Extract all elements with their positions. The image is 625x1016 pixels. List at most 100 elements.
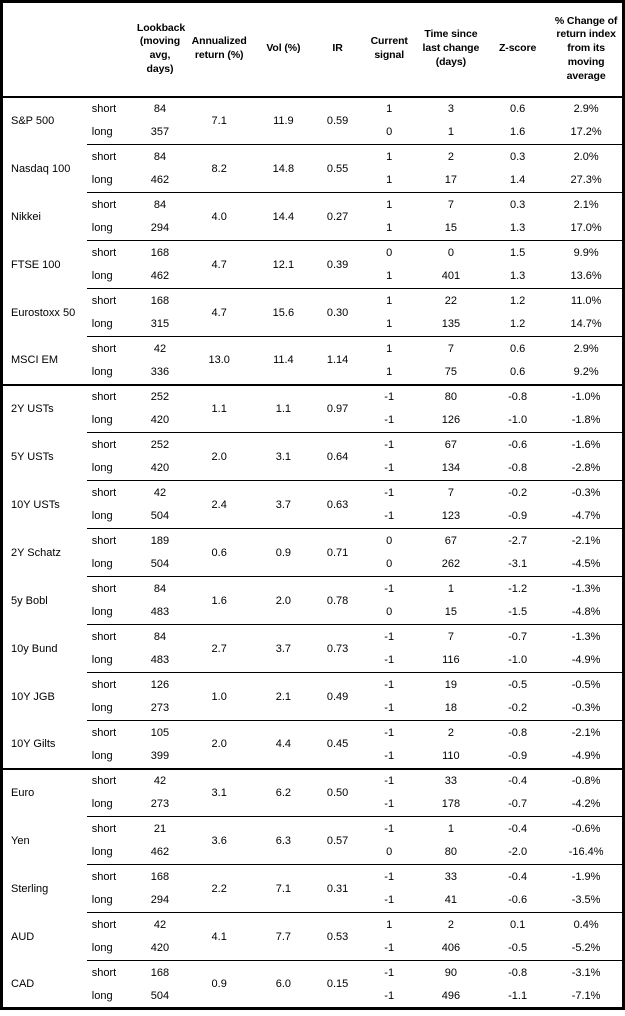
lookback-value: 462 xyxy=(134,168,186,193)
annualized-return-value: 2.2 xyxy=(185,864,254,913)
current-signal-value: -1 xyxy=(384,678,395,691)
ir-value: 0.78 xyxy=(313,576,362,625)
time-since-value: 33 xyxy=(444,870,458,883)
current-signal-value: 1 xyxy=(361,360,417,386)
pct-change-value: 27.3% xyxy=(550,168,624,193)
lookback-value: 420 xyxy=(134,456,186,481)
annualized-return-value: 1.0 xyxy=(185,672,254,721)
header-current-signal: Current signal xyxy=(370,35,408,62)
asset-name: Nikkei xyxy=(11,210,41,223)
period-label: long xyxy=(86,600,135,625)
period-label: short xyxy=(91,582,117,595)
current-signal-value: -1 xyxy=(384,870,395,883)
asset-name: Sterling xyxy=(11,882,49,895)
z-score-value: -0.8 xyxy=(508,966,528,979)
ir-value: 0.27 xyxy=(313,192,362,241)
ir-value: 0.49 xyxy=(313,672,362,721)
period-label: long xyxy=(86,360,135,386)
current-signal-value: -1 xyxy=(384,775,395,787)
ir-value: 0.39 xyxy=(313,240,362,289)
current-signal-value: 1 xyxy=(386,150,393,163)
current-signal-value: 1 xyxy=(386,198,393,211)
z-score-value: -0.2 xyxy=(485,696,551,721)
header-asset-blank xyxy=(2,2,87,97)
asset-name: 2Y USTs xyxy=(11,403,54,415)
annualized-return-value: 1.6 xyxy=(185,576,254,625)
pct-change-value: -7.1% xyxy=(550,984,624,1009)
asset-name: MSCI EM xyxy=(1,336,87,386)
current-signal-value: -1 xyxy=(361,792,417,817)
vol-value: 6.3 xyxy=(253,816,314,865)
ir-value: 0.15 xyxy=(313,960,362,1009)
pct-change-value: 14.7% xyxy=(550,312,624,337)
z-score-value: -0.4 xyxy=(508,870,528,883)
z-score-value: 1.2 xyxy=(509,294,526,307)
table-row: long 483 -1 116 -1.0 -4.9% xyxy=(2,648,624,673)
time-since-value: 262 xyxy=(416,552,485,577)
period-label: long xyxy=(86,264,135,289)
time-since-value: 15 xyxy=(416,600,485,625)
z-score-value: 1.4 xyxy=(485,168,551,193)
pct-change-value: -4.5% xyxy=(550,552,624,577)
lookback-value: 168 xyxy=(150,246,170,259)
lookback-value: 21 xyxy=(153,822,167,835)
lookback-value: 315 xyxy=(134,312,186,337)
lookback-value: 462 xyxy=(134,840,186,865)
annualized-return-value: 2.0 xyxy=(185,720,254,770)
table-row: S&P 500 short 84 7.1 11.9 0.59 1 3 0.6 2… xyxy=(2,96,624,145)
asset-group: Euro short 42 3.1 6.2 0.50 -1 33 -0.4 -0… xyxy=(2,768,624,817)
period-label: long xyxy=(86,408,135,433)
lookback-value: 168 xyxy=(150,294,170,307)
time-since-value: 135 xyxy=(416,312,485,337)
z-score-value: 0.6 xyxy=(485,360,551,386)
pct-change-value: 9.2% xyxy=(550,360,624,386)
annualized-return-value: 7.1 xyxy=(185,96,254,145)
annualized-return-value: 2.7 xyxy=(185,624,254,673)
asset-name: Yen xyxy=(11,834,30,847)
period-label: short xyxy=(91,150,117,163)
current-signal-value: -1 xyxy=(361,456,417,481)
current-signal-value: -1 xyxy=(361,648,417,673)
current-signal-value: 0 xyxy=(361,120,417,145)
period-label: long xyxy=(86,840,135,865)
period-label: long xyxy=(86,216,135,241)
pct-change-value: 2.0% xyxy=(573,150,599,163)
lookback-value: 462 xyxy=(134,264,186,289)
time-since-value: 67 xyxy=(444,534,458,547)
pct-change-value: 9.9% xyxy=(573,246,599,259)
vol-value: 3.7 xyxy=(253,624,314,673)
lookback-value: 126 xyxy=(150,678,170,691)
period-label: long xyxy=(86,696,135,721)
table-row: 2Y USTs short 252 1.1 1.1 0.97 -1 80 -0.… xyxy=(2,384,624,433)
table-row: 5y Bobl short 84 1.6 2.0 0.78 -1 1 -1.2 … xyxy=(2,576,624,625)
ir-value: 0.64 xyxy=(313,432,362,481)
current-signal-value: 0 xyxy=(361,600,417,625)
table-row: long 420 -1 126 -1.0 -1.8% xyxy=(2,408,624,433)
table-row: Nasdaq 100 short 84 8.2 14.8 0.55 1 2 0.… xyxy=(2,144,624,193)
time-since-value: 7 xyxy=(447,198,454,211)
z-score-value: -2.0 xyxy=(485,840,551,865)
lookback-value: 294 xyxy=(134,216,186,241)
asset-name: 5y Bobl xyxy=(11,594,48,607)
annualized-return-value: 1.1 xyxy=(185,384,254,433)
z-score-value: -1.5 xyxy=(485,600,551,625)
period-label: long xyxy=(86,792,135,817)
ir-value: 0.59 xyxy=(313,96,362,145)
lookback-value: 189 xyxy=(150,534,170,547)
z-score-value: -0.5 xyxy=(508,678,528,691)
time-since-value: 401 xyxy=(416,264,485,289)
time-since-value: 1 xyxy=(416,120,485,145)
period-label: short xyxy=(91,822,117,835)
z-score-value: -0.9 xyxy=(485,744,551,770)
pct-change-value: -4.8% xyxy=(550,600,624,625)
asset-group: AUD short 42 4.1 7.7 0.53 1 2 0.1 0.4% l… xyxy=(2,912,624,961)
header-ir: IR xyxy=(332,42,343,55)
table-row: long 336 1 75 0.6 9.2% xyxy=(2,360,624,386)
lookback-value: 483 xyxy=(134,648,186,673)
table-row: 5Y USTs short 252 2.0 3.1 0.64 -1 67 -0.… xyxy=(2,432,624,481)
time-since-value: 110 xyxy=(416,744,485,770)
period-label: long xyxy=(86,888,135,913)
period-label: short xyxy=(91,342,117,355)
vol-value: 15.6 xyxy=(253,288,314,337)
asset-name: Nasdaq 100 xyxy=(11,162,71,175)
